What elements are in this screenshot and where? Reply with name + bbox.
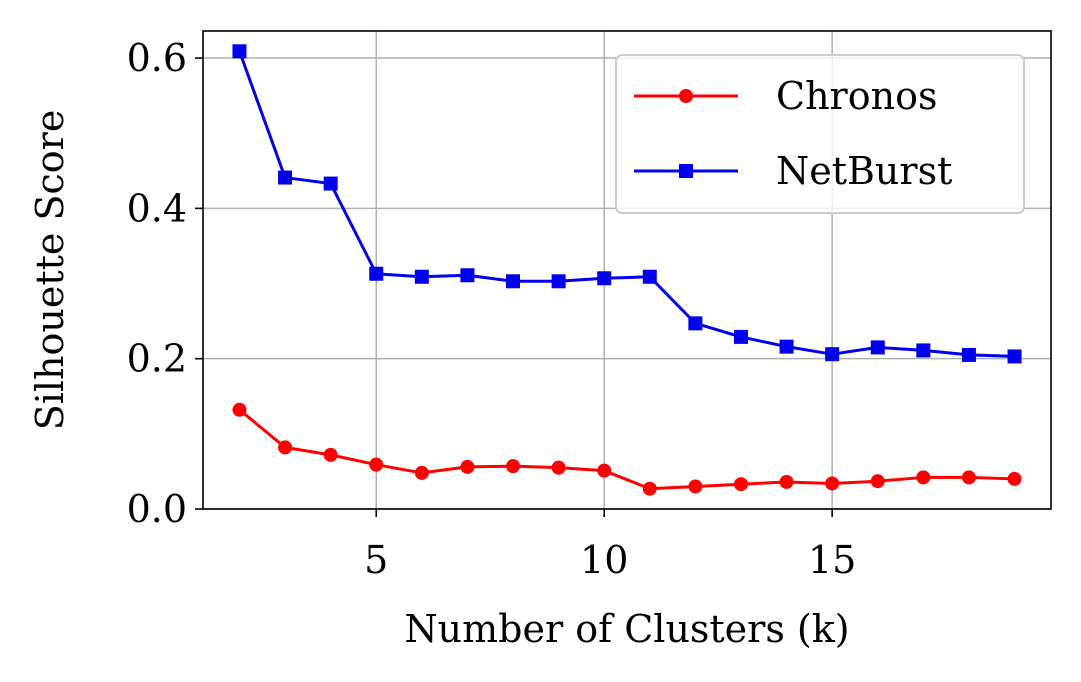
data-point bbox=[870, 474, 885, 489]
data-point bbox=[506, 274, 521, 289]
x-tick-label: 10 bbox=[580, 538, 628, 582]
data-point bbox=[460, 268, 475, 283]
x-axis-label: Number of Clusters (k) bbox=[404, 607, 849, 651]
data-point bbox=[779, 474, 794, 489]
data-point bbox=[916, 470, 931, 485]
y-tick-label: 0.2 bbox=[127, 337, 187, 381]
series-chronos bbox=[232, 402, 1022, 496]
legend-label: NetBurst bbox=[776, 149, 952, 193]
data-point bbox=[825, 476, 840, 491]
y-tick-label: 0.6 bbox=[127, 36, 187, 80]
legend-item-netburst: NetBurst bbox=[634, 149, 952, 193]
legend-marker bbox=[679, 164, 693, 178]
y-tick-label: 0.4 bbox=[127, 186, 187, 230]
data-point bbox=[232, 44, 247, 59]
data-point bbox=[278, 440, 293, 455]
data-point bbox=[1007, 471, 1022, 486]
y-tick-label: 0.0 bbox=[127, 487, 187, 531]
legend-item-chronos: Chronos bbox=[634, 74, 937, 118]
data-point bbox=[733, 477, 748, 492]
data-point bbox=[688, 479, 703, 494]
data-point bbox=[642, 481, 657, 496]
data-point bbox=[369, 266, 384, 281]
x-tick-label: 15 bbox=[808, 538, 856, 582]
data-point bbox=[232, 402, 247, 417]
data-point bbox=[551, 274, 566, 289]
x-tick-label: 5 bbox=[364, 538, 388, 582]
data-point bbox=[733, 329, 748, 344]
data-point bbox=[642, 269, 657, 284]
legend: Chronos NetBurst bbox=[615, 54, 1025, 214]
data-point bbox=[916, 343, 931, 358]
data-point bbox=[961, 470, 976, 485]
data-point bbox=[323, 176, 338, 191]
axis-ticks: 5 10 15 0.0 0.2 0.4 0.6 bbox=[127, 36, 857, 582]
plot-frame bbox=[202, 30, 1052, 510]
data-point bbox=[414, 269, 429, 284]
data-point bbox=[414, 465, 429, 480]
series-netburst bbox=[232, 44, 1022, 364]
data-point bbox=[369, 457, 384, 472]
y-axis-label: Silhouette Score bbox=[28, 110, 72, 431]
data-point bbox=[460, 459, 475, 474]
series-line bbox=[238, 50, 1015, 358]
legend-marker bbox=[679, 89, 693, 103]
legend-label: Chronos bbox=[776, 74, 937, 118]
data-point bbox=[825, 347, 840, 362]
data-point bbox=[597, 271, 612, 286]
data-point bbox=[551, 460, 566, 475]
data-point bbox=[688, 316, 703, 331]
data-point bbox=[323, 447, 338, 462]
data-point bbox=[870, 340, 885, 355]
series-layer bbox=[232, 44, 1022, 496]
data-point bbox=[961, 347, 976, 362]
data-point bbox=[506, 459, 521, 474]
data-point bbox=[278, 170, 293, 185]
data-point bbox=[597, 463, 612, 478]
data-point bbox=[779, 339, 794, 354]
series-line bbox=[238, 408, 1015, 491]
data-point bbox=[1007, 349, 1022, 364]
